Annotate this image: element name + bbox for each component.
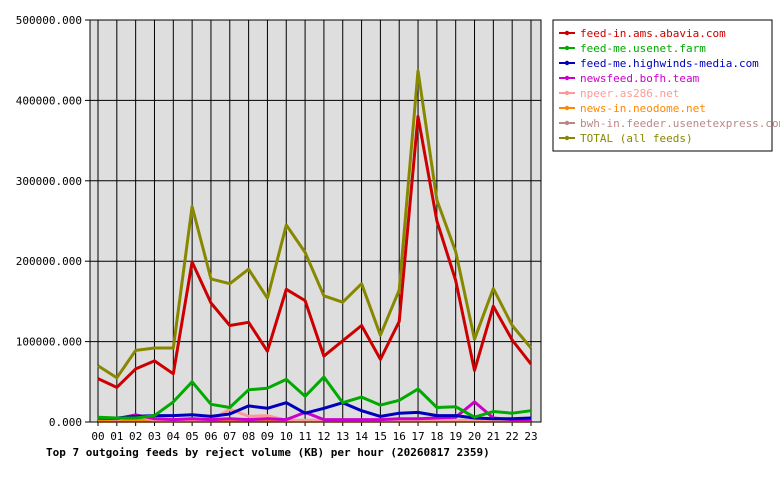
x-tick-label: 21 — [487, 430, 500, 443]
y-tick-label: 500000.000 — [16, 14, 82, 27]
x-tick-label: 15 — [374, 430, 387, 443]
y-tick-label: 400000.000 — [16, 94, 82, 107]
series-line-0 — [97, 115, 533, 389]
x-tick-label: 12 — [317, 430, 330, 443]
x-tick-label: 04 — [167, 430, 181, 443]
x-tick-label: 09 — [261, 430, 274, 443]
legend-marker — [564, 120, 570, 126]
x-axis-ticks: 00 01 02 03 04 05 06 07 08 09 10 11 12 13 14 15 16 17 18 19… — [91, 422, 538, 443]
series-line-1 — [97, 375, 532, 420]
legend-label: feed-me.highwinds-media.com — [580, 57, 759, 70]
series-line-7 — [97, 69, 533, 380]
legend-label: bwh-in.feeder.usenetexpress.com — [580, 117, 780, 130]
legend-label: TOTAL (all feeds) — [580, 132, 693, 145]
x-tick-label: 06 — [204, 430, 217, 443]
legend-marker — [564, 30, 570, 36]
x-tick-label: 11 — [298, 430, 311, 443]
x-tick-label: 10 — [280, 430, 293, 443]
x-tick-label: 13 — [336, 430, 349, 443]
legend: feed-in.ams.abavia.com feed-me.usenet.far… — [552, 19, 780, 152]
x-tick-label: 05 — [186, 430, 199, 443]
x-tick-label: 07 — [223, 430, 236, 443]
plot-frame — [89, 19, 542, 423]
legend-label: news-in.neodome.net — [580, 102, 706, 115]
x-tick-label: 14 — [355, 430, 369, 443]
legend-marker — [564, 90, 570, 96]
x-tick-label: 01 — [110, 430, 123, 443]
legend-marker — [564, 135, 570, 141]
x-tick-label: 02 — [129, 430, 142, 443]
x-tick-label: 23 — [524, 430, 537, 443]
x-tick-label: 17 — [411, 430, 424, 443]
y-tick-label: 200000.000 — [16, 255, 82, 268]
x-tick-label: 00 — [91, 430, 104, 443]
x-tick-label: 19 — [449, 430, 462, 443]
y-tick-label: 100000.000 — [16, 336, 82, 349]
x-tick-label: 16 — [393, 430, 406, 443]
legend-label: newsfeed.bofh.team — [580, 72, 700, 85]
legend-marker — [564, 75, 570, 81]
legend-marker — [564, 105, 570, 111]
series-lines — [97, 69, 533, 423]
legend-label: feed-in.ams.abavia.com — [580, 27, 726, 40]
legend-marker — [564, 45, 570, 51]
y-axis-ticks: 0.000 100000.000 200000.000 300000.000 40000… — [16, 14, 90, 429]
x-tick-label: 03 — [148, 430, 161, 443]
x-tick-label: 22 — [506, 430, 519, 443]
x-tick-label: 08 — [242, 430, 255, 443]
legend-box — [552, 19, 773, 152]
legend-label: feed-me.usenet.farm — [580, 42, 706, 55]
legend-label: npeer.as286.net — [580, 87, 679, 100]
y-tick-label: 300000.000 — [16, 175, 82, 188]
plot-background — [89, 19, 542, 423]
y-tick-label: 0.000 — [49, 416, 82, 429]
x-tick-label: 20 — [468, 430, 481, 443]
x-tick-label: 18 — [430, 430, 443, 443]
legend-marker — [564, 60, 570, 66]
series-line-2 — [98, 401, 532, 421]
chart-title: Top 7 outgoing feeds by reject volume (K… — [46, 446, 490, 459]
